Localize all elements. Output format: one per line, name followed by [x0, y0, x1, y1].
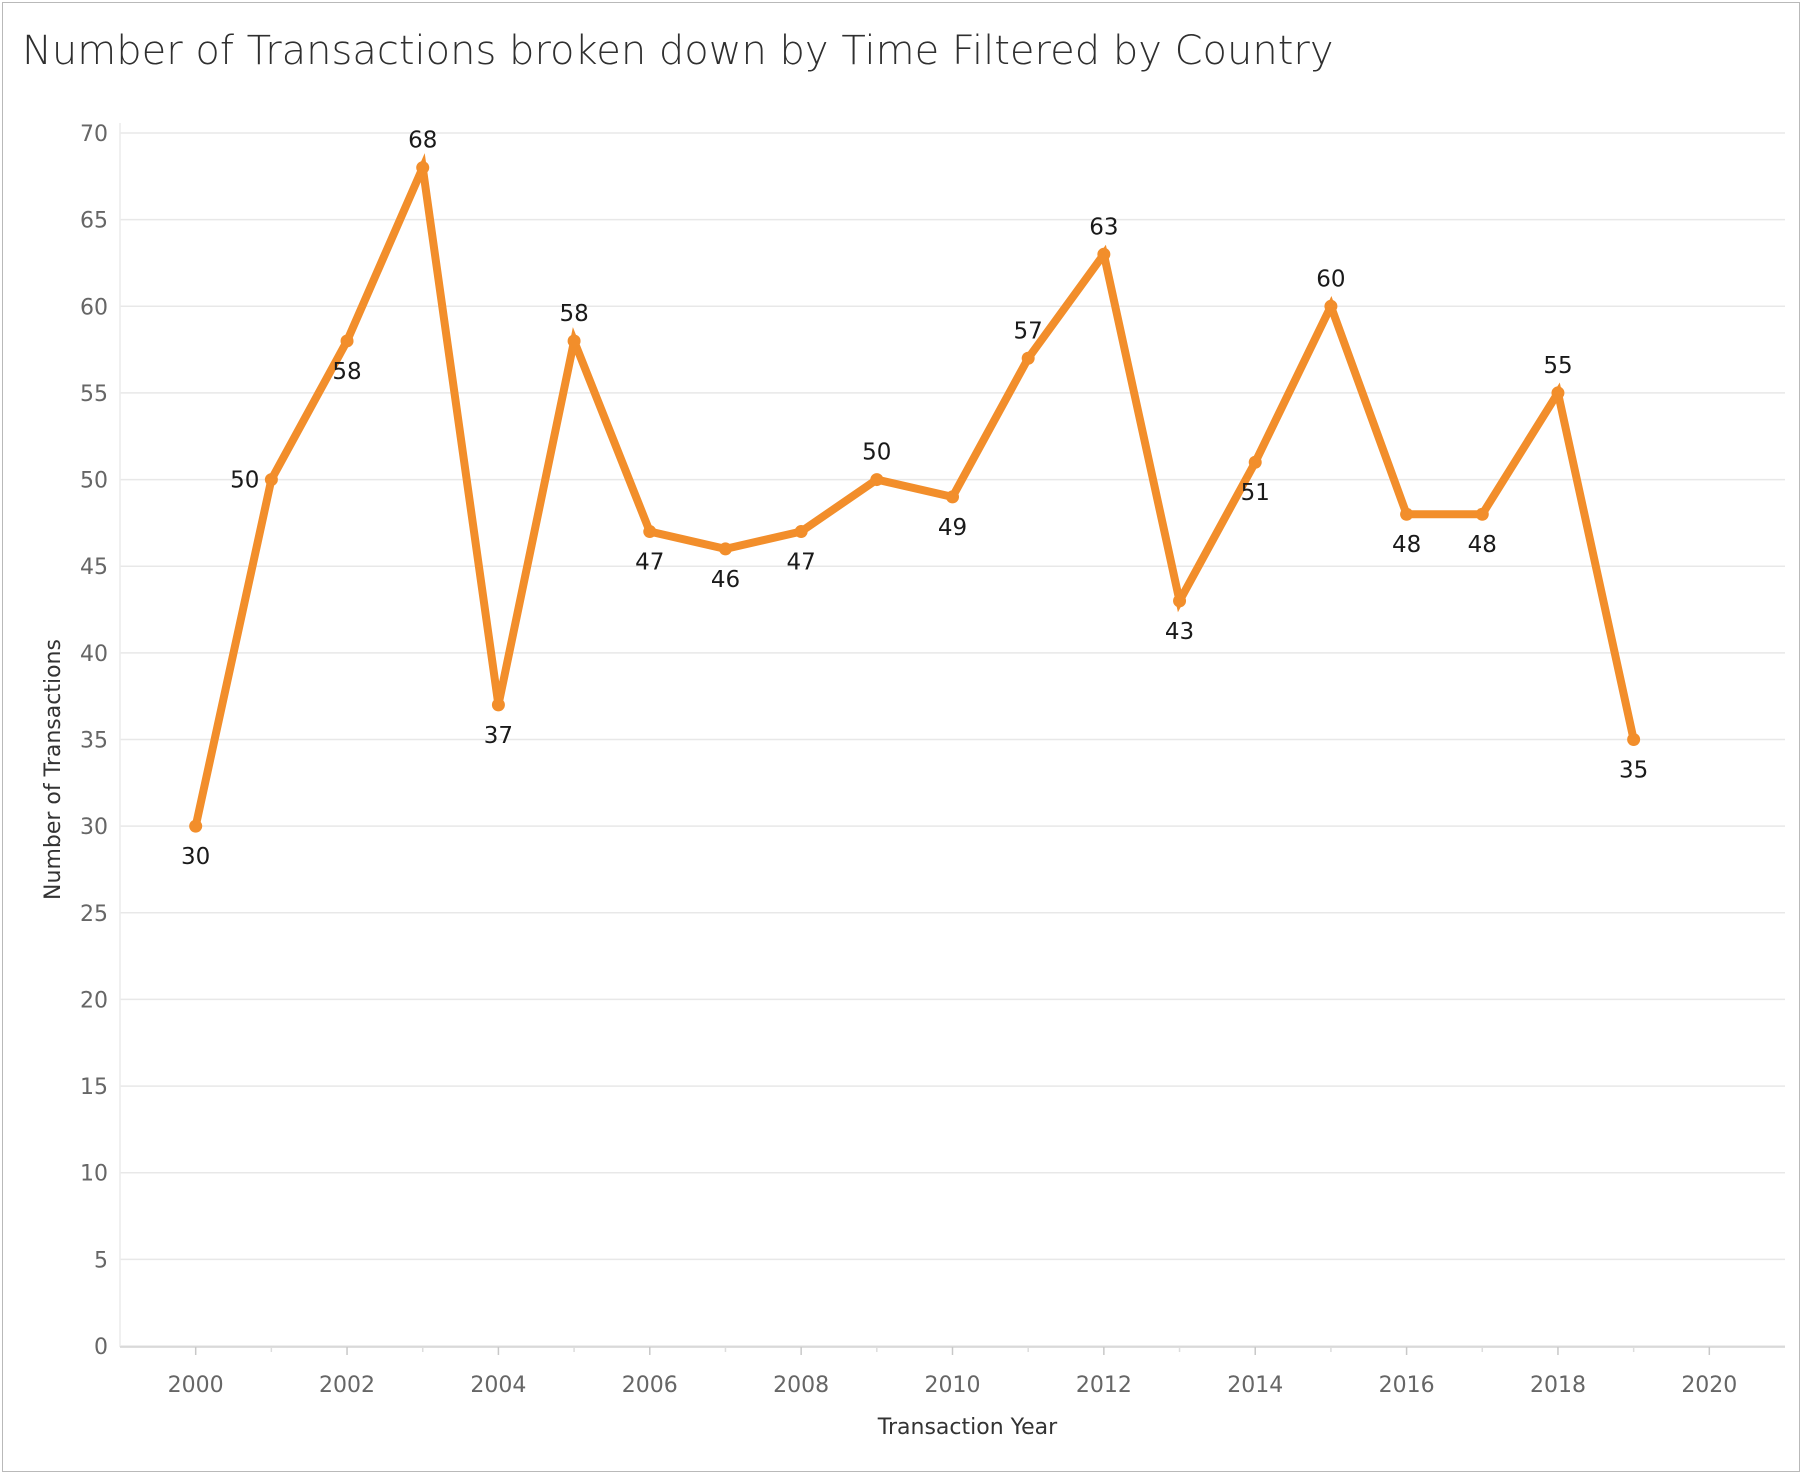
x-tick-label: 2012	[1076, 1373, 1132, 1398]
data-point	[946, 490, 959, 504]
data-label: 37	[484, 723, 513, 749]
y-tick-label: 15	[80, 1075, 108, 1100]
data-point	[643, 525, 657, 539]
data-point	[340, 334, 354, 348]
data-point	[1173, 594, 1187, 608]
y-axis-title: Number of Transactions	[41, 639, 66, 900]
gridlines	[120, 132, 1785, 1347]
y-tick-label: 20	[80, 988, 108, 1013]
data-label: 47	[786, 550, 815, 576]
data-label: 50	[862, 440, 891, 466]
y-tick-label: 25	[80, 902, 108, 927]
data-point	[870, 473, 884, 487]
data-label: 47	[635, 550, 664, 576]
x-tick-label: 2004	[470, 1373, 526, 1398]
data-point	[1324, 299, 1338, 313]
y-tick-label: 55	[80, 382, 108, 407]
data-label: 57	[1014, 318, 1043, 344]
y-tick-label: 35	[80, 729, 108, 754]
data-label: 35	[1619, 758, 1648, 784]
data-point	[1097, 247, 1111, 261]
data-point	[718, 542, 732, 556]
data-label: 63	[1089, 214, 1118, 240]
data-label: 46	[711, 567, 740, 593]
data-label: 49	[938, 515, 967, 541]
data-point	[491, 698, 505, 712]
data-label: 48	[1392, 532, 1421, 558]
x-axis-title: Transaction Year	[877, 1415, 1058, 1440]
data-label: 58	[332, 359, 361, 385]
data-label: 58	[559, 301, 588, 327]
x-tick-label: 2014	[1227, 1373, 1283, 1398]
y-tick-label: 10	[80, 1162, 108, 1187]
y-tick-label: 65	[80, 209, 108, 234]
series-line-path	[191, 153, 1638, 831]
data-point	[567, 334, 581, 348]
data-label: 48	[1468, 532, 1497, 558]
data-label: 43	[1165, 619, 1194, 645]
data-label: 55	[1543, 353, 1572, 379]
data-point	[1627, 733, 1641, 746]
data-point	[416, 161, 430, 175]
y-tick-label: 45	[80, 555, 108, 580]
x-tick-label: 2002	[319, 1373, 375, 1398]
x-tick-label: 2018	[1530, 1373, 1586, 1398]
y-tick-label: 0	[94, 1335, 108, 1360]
x-tick-label: 2010	[925, 1373, 981, 1398]
data-label: 50	[230, 468, 259, 494]
x-tick-label: 2008	[773, 1373, 829, 1398]
y-tick-label: 5	[94, 1248, 108, 1273]
data-label: 68	[408, 128, 437, 154]
data-point	[1021, 351, 1035, 365]
x-tick-label: 2016	[1379, 1373, 1435, 1398]
data-point	[1475, 507, 1489, 521]
y-tick-label: 30	[80, 815, 108, 840]
data-point	[1400, 507, 1414, 521]
x-tick-label: 2006	[622, 1373, 678, 1398]
y-tick-label: 60	[80, 295, 108, 320]
data-point	[1551, 386, 1565, 400]
y-tick-label: 50	[80, 469, 108, 494]
chart-title: Number of Transactions broken down by Ti…	[22, 28, 1334, 74]
x-tick-label: 2000	[168, 1373, 224, 1398]
y-tick-label: 40	[80, 642, 108, 667]
data-point	[794, 525, 808, 539]
data-label: 51	[1241, 480, 1270, 506]
data-point	[189, 819, 203, 833]
x-tick-label: 2020	[1681, 1373, 1737, 1398]
axes: 0 5 10 15 20 25 30 35 40 45 50 55 60 65 70 2000 2002 2004…	[80, 122, 1785, 1398]
data-labels: 30 50 58 68 37 58 47 46 47 50 49 57 63 43 51 60 48 48 55 35	[181, 128, 1648, 870]
data-point	[1248, 455, 1262, 469]
data-point	[264, 473, 278, 487]
data-label: 60	[1316, 266, 1345, 292]
data-label: 30	[181, 844, 210, 870]
y-tick-label: 70	[80, 122, 108, 147]
series-line	[189, 153, 1641, 833]
